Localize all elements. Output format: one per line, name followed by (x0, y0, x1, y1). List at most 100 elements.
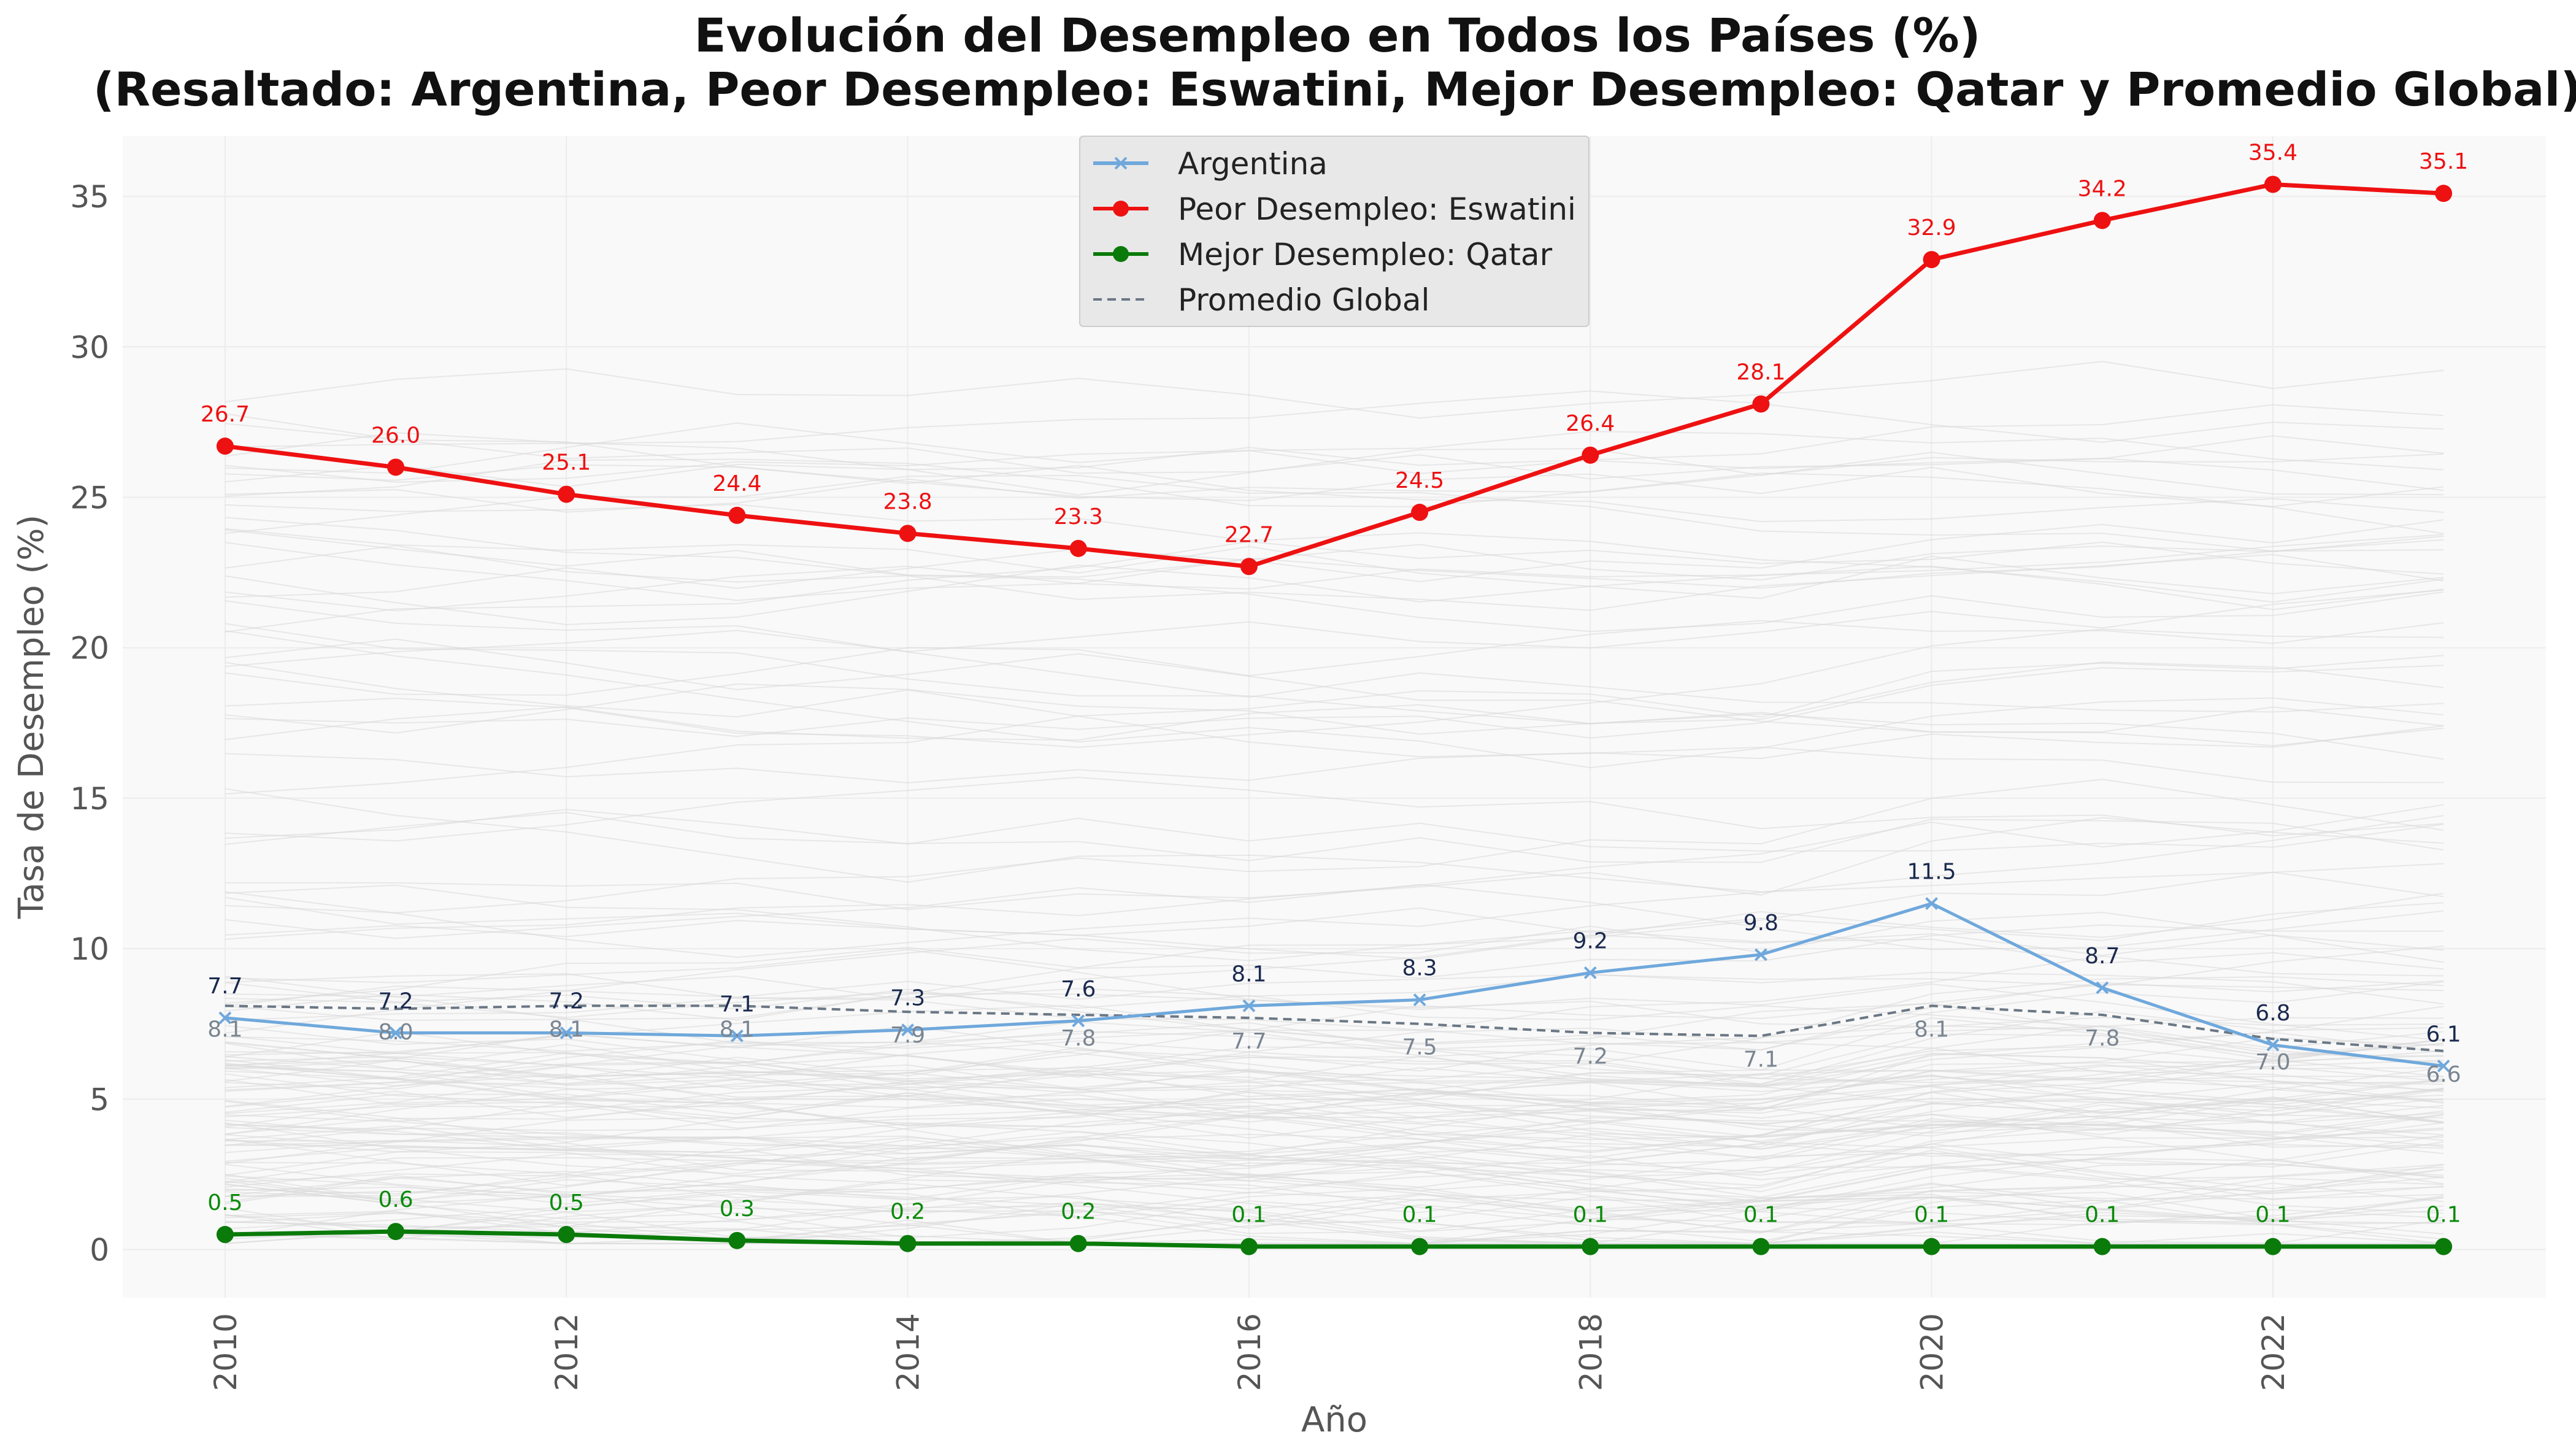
data-label: 0.2 (1061, 1200, 1096, 1225)
data-label: 7.7 (207, 974, 242, 999)
data-label: 7.1 (1744, 1047, 1778, 1072)
legend: Argentina Peor Desempleo: Eswatini Mejor D… (1079, 136, 1590, 327)
data-labels-layer: 8.1 8.0 8.1 8.1 7.9 7.8 7.7 7.5 7.2 7.18.1 7.87.0 6… (201, 140, 2468, 1227)
series-point (2096, 981, 2109, 995)
background-country-line (225, 1092, 2444, 1154)
data-label: 7.2 (1573, 1044, 1608, 1069)
series-point (1242, 999, 1256, 1012)
series-line (225, 901, 2444, 1068)
background-country-line (225, 804, 2444, 940)
background-country-line (225, 892, 2444, 960)
background-country-line (225, 528, 2444, 611)
series-point (1240, 558, 1258, 576)
chart-title-line1: Evolución del Desempleo en Todos los Paí… (694, 8, 1981, 63)
background-country-line (225, 1196, 2444, 1244)
background-country-line (225, 630, 2444, 769)
background-country-line (225, 1190, 2444, 1244)
data-label: 9.8 (1744, 911, 1778, 936)
background-country-line (225, 1060, 2444, 1164)
background-country-line (225, 661, 2444, 784)
series-line (225, 1004, 2444, 1052)
background-country-line (225, 1083, 2444, 1136)
series-point (2093, 1238, 2111, 1255)
data-label: 7.8 (1061, 1026, 1096, 1051)
series-point (1411, 1238, 1429, 1255)
background-country-line (225, 1046, 2444, 1129)
data-label: 9.2 (1573, 928, 1608, 953)
background-country-line (225, 788, 2444, 893)
legend-label: Promedio Global (1178, 282, 1429, 318)
x-tick-label: 2016 (1232, 1313, 1267, 1391)
data-label: 0.1 (1914, 1203, 1949, 1228)
background-country-line (225, 1042, 2444, 1157)
series-point (1582, 1238, 1599, 1255)
data-label: 0.1 (2255, 1203, 2290, 1228)
data-label: 6.8 (2255, 1001, 2290, 1026)
data-label: 23.3 (1054, 504, 1103, 530)
series-point (2435, 185, 2453, 202)
background-country-line (225, 1025, 2444, 1106)
series-point (728, 1231, 746, 1249)
background-country-line (225, 589, 2444, 668)
background-country-line (225, 933, 2444, 1001)
background-country-line (225, 529, 2444, 581)
data-label: 7.9 (890, 1023, 925, 1048)
background-country-line (225, 1067, 2444, 1137)
background-country-line (225, 623, 2444, 733)
background-country-line (225, 976, 2444, 1094)
background-country-line (225, 955, 2444, 1031)
y-tick-label: 35 (70, 179, 109, 215)
series-point (1752, 1238, 1770, 1255)
series-point (216, 1226, 234, 1244)
series-point (1925, 897, 1939, 910)
background-country-line (225, 809, 2444, 852)
y-tick-label: 10 (70, 931, 109, 967)
series-point (901, 1023, 914, 1036)
x-tick-label: 2010 (208, 1313, 244, 1391)
data-label: 7.6 (1061, 977, 1096, 1002)
background-country-line (225, 664, 2444, 739)
data-label: 6.6 (2426, 1062, 2461, 1087)
series-line (225, 182, 2444, 569)
x-tick-label: 2020 (1915, 1313, 1950, 1391)
data-label: 7.7 (1231, 1029, 1266, 1054)
background-country-line (225, 991, 2444, 1057)
background-country-line (225, 1191, 2444, 1244)
background-country-line (225, 871, 2444, 961)
series-point (2266, 1038, 2280, 1052)
background-country-line (225, 973, 2444, 1045)
background-country-line (225, 534, 2444, 612)
data-label: 0.1 (1573, 1203, 1608, 1228)
data-label: 7.2 (549, 988, 584, 1014)
background-country-line (225, 1098, 2444, 1188)
background-country-line (225, 812, 2444, 863)
background-country-line (225, 946, 2444, 1021)
background-country-line (225, 404, 2444, 488)
background-country-line (225, 1123, 2444, 1235)
series-point (1923, 1238, 1940, 1255)
background-country-line (225, 1031, 2444, 1103)
y-tick-label: 0 (90, 1233, 109, 1268)
background-country-line (225, 458, 2444, 534)
background-country-line (225, 980, 2444, 1128)
series-point (387, 458, 405, 476)
background-country-line (225, 423, 2444, 523)
background-country-line (225, 361, 2444, 419)
background-country-line (225, 984, 2444, 1049)
data-label: 26.4 (1566, 411, 1615, 436)
series-point (1413, 993, 1426, 1006)
y-tick-label: 25 (70, 480, 109, 515)
y-tick-label: 30 (70, 329, 109, 365)
background-country-line (225, 1138, 2444, 1244)
series-point (1923, 251, 1940, 269)
background-country-line (225, 1183, 2444, 1239)
series-point (1583, 966, 1597, 979)
series-point (2093, 212, 2111, 229)
background-country-line (225, 1147, 2444, 1212)
background-country-line (225, 450, 2444, 491)
background-country-line (225, 981, 2444, 1107)
data-label: 24.5 (1395, 468, 1444, 493)
data-label: 34.2 (2078, 176, 2127, 201)
